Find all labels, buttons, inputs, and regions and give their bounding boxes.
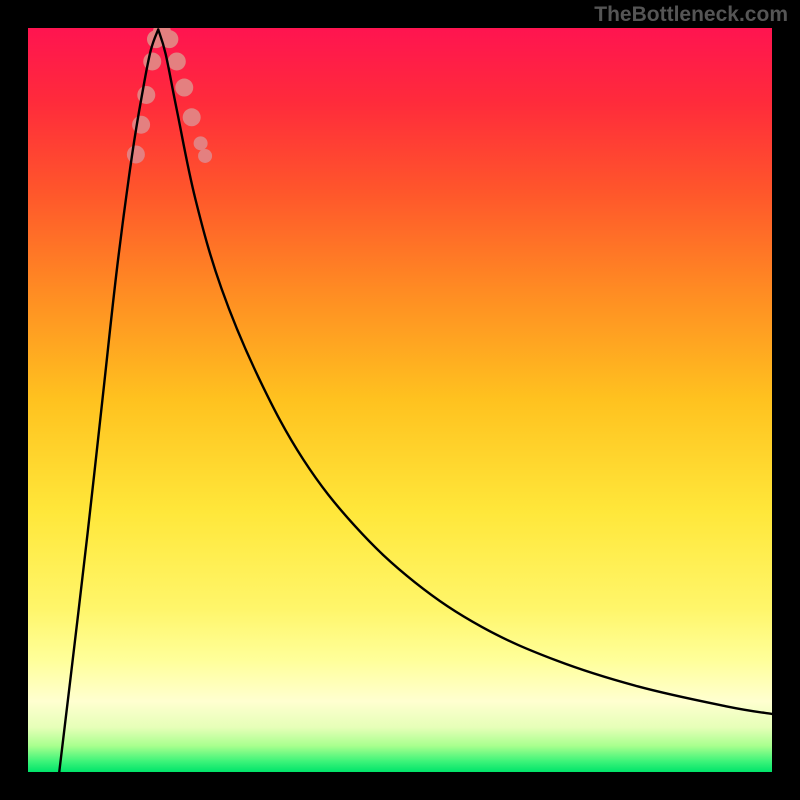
curve-right-branch xyxy=(158,29,772,713)
data-point-cluster xyxy=(127,28,212,163)
chart-container: TheBottleneck.com xyxy=(0,0,800,800)
curve-layer xyxy=(28,28,772,772)
data-point xyxy=(175,79,193,97)
watermark-text: TheBottleneck.com xyxy=(594,3,788,27)
data-point xyxy=(194,136,208,150)
curve-left-branch xyxy=(59,29,158,772)
data-point xyxy=(183,108,201,126)
plot-area xyxy=(28,28,772,772)
data-point xyxy=(168,52,186,70)
data-point xyxy=(127,145,145,163)
data-point xyxy=(198,149,212,163)
